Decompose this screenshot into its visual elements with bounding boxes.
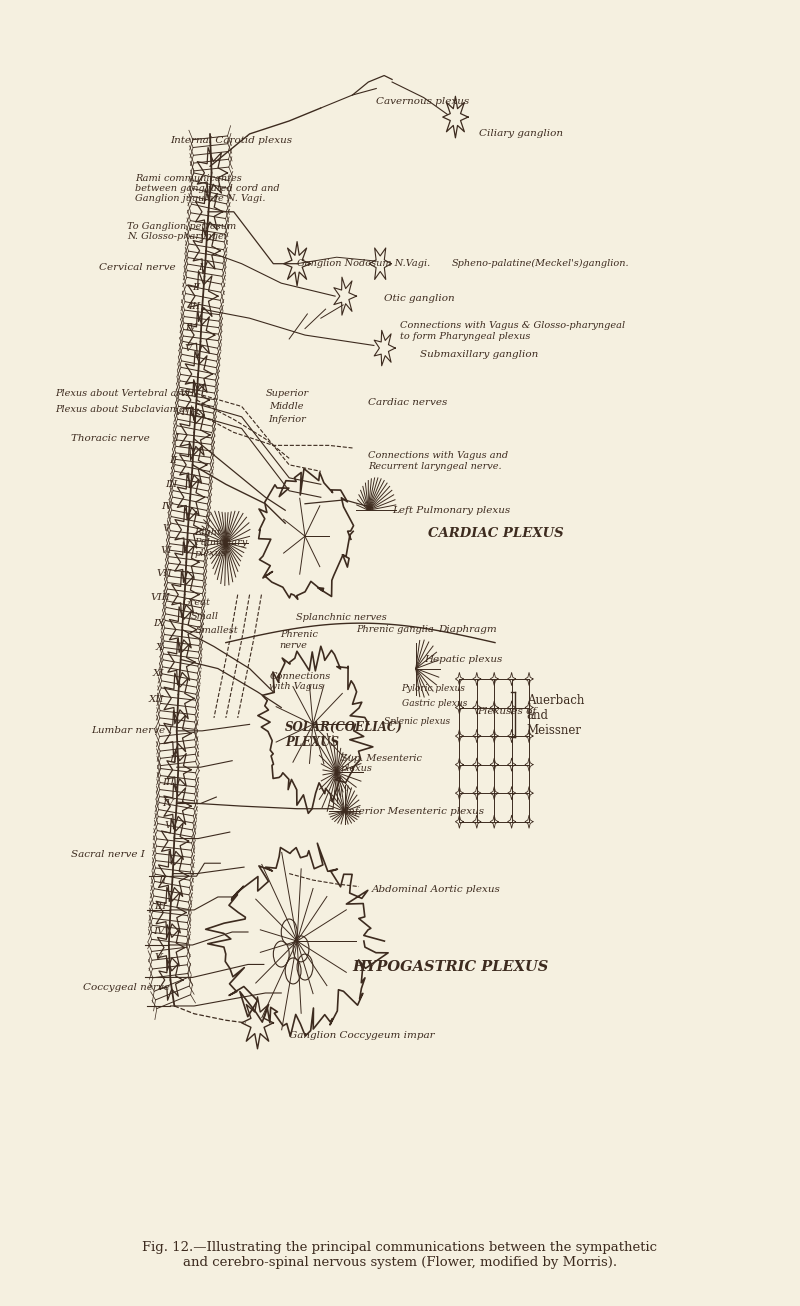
Text: Phrenic ganglia: Phrenic ganglia	[357, 626, 434, 635]
Text: Middle: Middle	[270, 402, 304, 411]
Text: V: V	[162, 524, 170, 533]
Text: SOLAR(COELIAC)
PLEXUS: SOLAR(COELIAC) PLEXUS	[286, 721, 403, 748]
Text: Fig. 12.—Illustrating the principal communications between the sympathetic
and c: Fig. 12.—Illustrating the principal comm…	[142, 1242, 658, 1269]
Text: V: V	[154, 953, 162, 963]
Text: II: II	[169, 456, 177, 465]
Text: IX: IX	[153, 619, 165, 628]
Text: Plexus about Subclavian art.: Plexus about Subclavian art.	[56, 405, 197, 414]
Text: Connections
with Vagus: Connections with Vagus	[270, 671, 330, 691]
Text: Cavernous plexus: Cavernous plexus	[376, 97, 470, 106]
Text: Splenic plexus: Splenic plexus	[384, 717, 450, 726]
Text: Plexuses of: Plexuses of	[477, 707, 536, 716]
Text: V: V	[165, 821, 172, 831]
Text: Coccygeal nerve: Coccygeal nerve	[83, 983, 170, 993]
Text: Superior: Superior	[266, 389, 309, 398]
Text: III: III	[154, 901, 167, 910]
Text: Rami communicantes
between gangliated cord and
Ganglion jugulare N. Vagi.: Rami communicantes between gangliated co…	[134, 174, 279, 204]
Text: Right
Pulmonary
plexus: Right Pulmonary plexus	[194, 528, 247, 558]
Text: Cardiac nerves: Cardiac nerves	[368, 398, 448, 407]
Text: Spheno-palatine(Meckel's)ganglion.: Spheno-palatine(Meckel's)ganglion.	[451, 259, 629, 268]
Text: Left Pulmonary plexus: Left Pulmonary plexus	[392, 505, 510, 515]
Text: VIII: VIII	[150, 593, 170, 602]
Text: HYPOGASTRIC PLEXUS: HYPOGASTRIC PLEXUS	[353, 960, 549, 974]
Text: VII: VII	[180, 389, 196, 398]
Text: IV: IV	[185, 323, 196, 332]
Text: Otic ganglion: Otic ganglion	[384, 294, 454, 303]
Text: VII: VII	[156, 569, 172, 579]
Text: Abdominal Aortic plexus: Abdominal Aortic plexus	[372, 884, 501, 893]
Text: Ganglion Nodosum N.Vagi.: Ganglion Nodosum N.Vagi.	[297, 259, 430, 268]
Text: Inferior: Inferior	[268, 415, 306, 424]
Text: Connections with Vagus and
Recurrent laryngeal nerve.: Connections with Vagus and Recurrent lar…	[368, 452, 509, 470]
Text: II: II	[193, 282, 201, 291]
Text: Internal Carotid plexus: Internal Carotid plexus	[170, 136, 293, 145]
Text: X: X	[156, 644, 163, 652]
Text: Thoracic nerve: Thoracic nerve	[71, 435, 150, 443]
Text: I: I	[198, 263, 202, 272]
Text: Ciliary ganglion: Ciliary ganglion	[479, 129, 563, 138]
Text: III: III	[189, 302, 201, 311]
Text: Submaxillary ganglion: Submaxillary ganglion	[420, 350, 538, 359]
Text: Small: Small	[191, 613, 219, 622]
Text: Cervical nerve: Cervical nerve	[99, 263, 176, 272]
Text: Pyloric plexus: Pyloric plexus	[402, 683, 466, 692]
Text: V: V	[185, 343, 192, 353]
Text: III: III	[165, 479, 178, 488]
Text: VI: VI	[161, 546, 173, 555]
Text: Plexus about Vertebral art.: Plexus about Vertebral art.	[56, 389, 189, 398]
Text: To Ganglion petrosum
N. Glosso-pharyngei: To Ganglion petrosum N. Glosso-pharyngei	[127, 222, 236, 242]
Text: II: II	[158, 875, 166, 884]
Text: II: II	[169, 755, 177, 764]
Text: CARDIAC PLEXUS: CARDIAC PLEXUS	[428, 528, 563, 541]
Text: Smallest: Smallest	[196, 627, 238, 636]
Text: IV: IV	[153, 927, 165, 936]
Text: VIII: VIII	[174, 409, 194, 418]
Text: XII: XII	[149, 695, 165, 704]
Text: Connections with Vagus & Glosso-pharyngeal
to form Pharyngeal plexus: Connections with Vagus & Glosso-pharynge…	[400, 321, 625, 341]
Text: IV: IV	[162, 799, 174, 808]
Text: XI: XI	[153, 669, 165, 678]
Text: Ganglion Coccygeum impar: Ganglion Coccygeum impar	[289, 1032, 434, 1041]
Text: IV: IV	[161, 502, 173, 511]
Text: Phrenic
nerve: Phrenic nerve	[280, 631, 318, 649]
Text: I: I	[174, 435, 178, 443]
Text: Gastric plexus: Gastric plexus	[402, 699, 467, 708]
Text: Inferior Mesenteric plexus: Inferior Mesenteric plexus	[345, 807, 485, 816]
Text: Sup. Mesenteric
plexus: Sup. Mesenteric plexus	[341, 754, 422, 773]
Text: Lumbar nerve I: Lumbar nerve I	[91, 726, 173, 735]
Text: Diaphragm: Diaphragm	[438, 626, 497, 635]
Text: Hepatic plexus: Hepatic plexus	[424, 656, 502, 663]
Text: III: III	[162, 778, 175, 788]
Text: Splanchnic nerves: Splanchnic nerves	[295, 614, 386, 623]
Text: Sacral nerve I: Sacral nerve I	[71, 850, 146, 858]
Text: Auerbach
and
Meissner: Auerbach and Meissner	[526, 693, 584, 737]
Text: Great: Great	[182, 598, 210, 607]
